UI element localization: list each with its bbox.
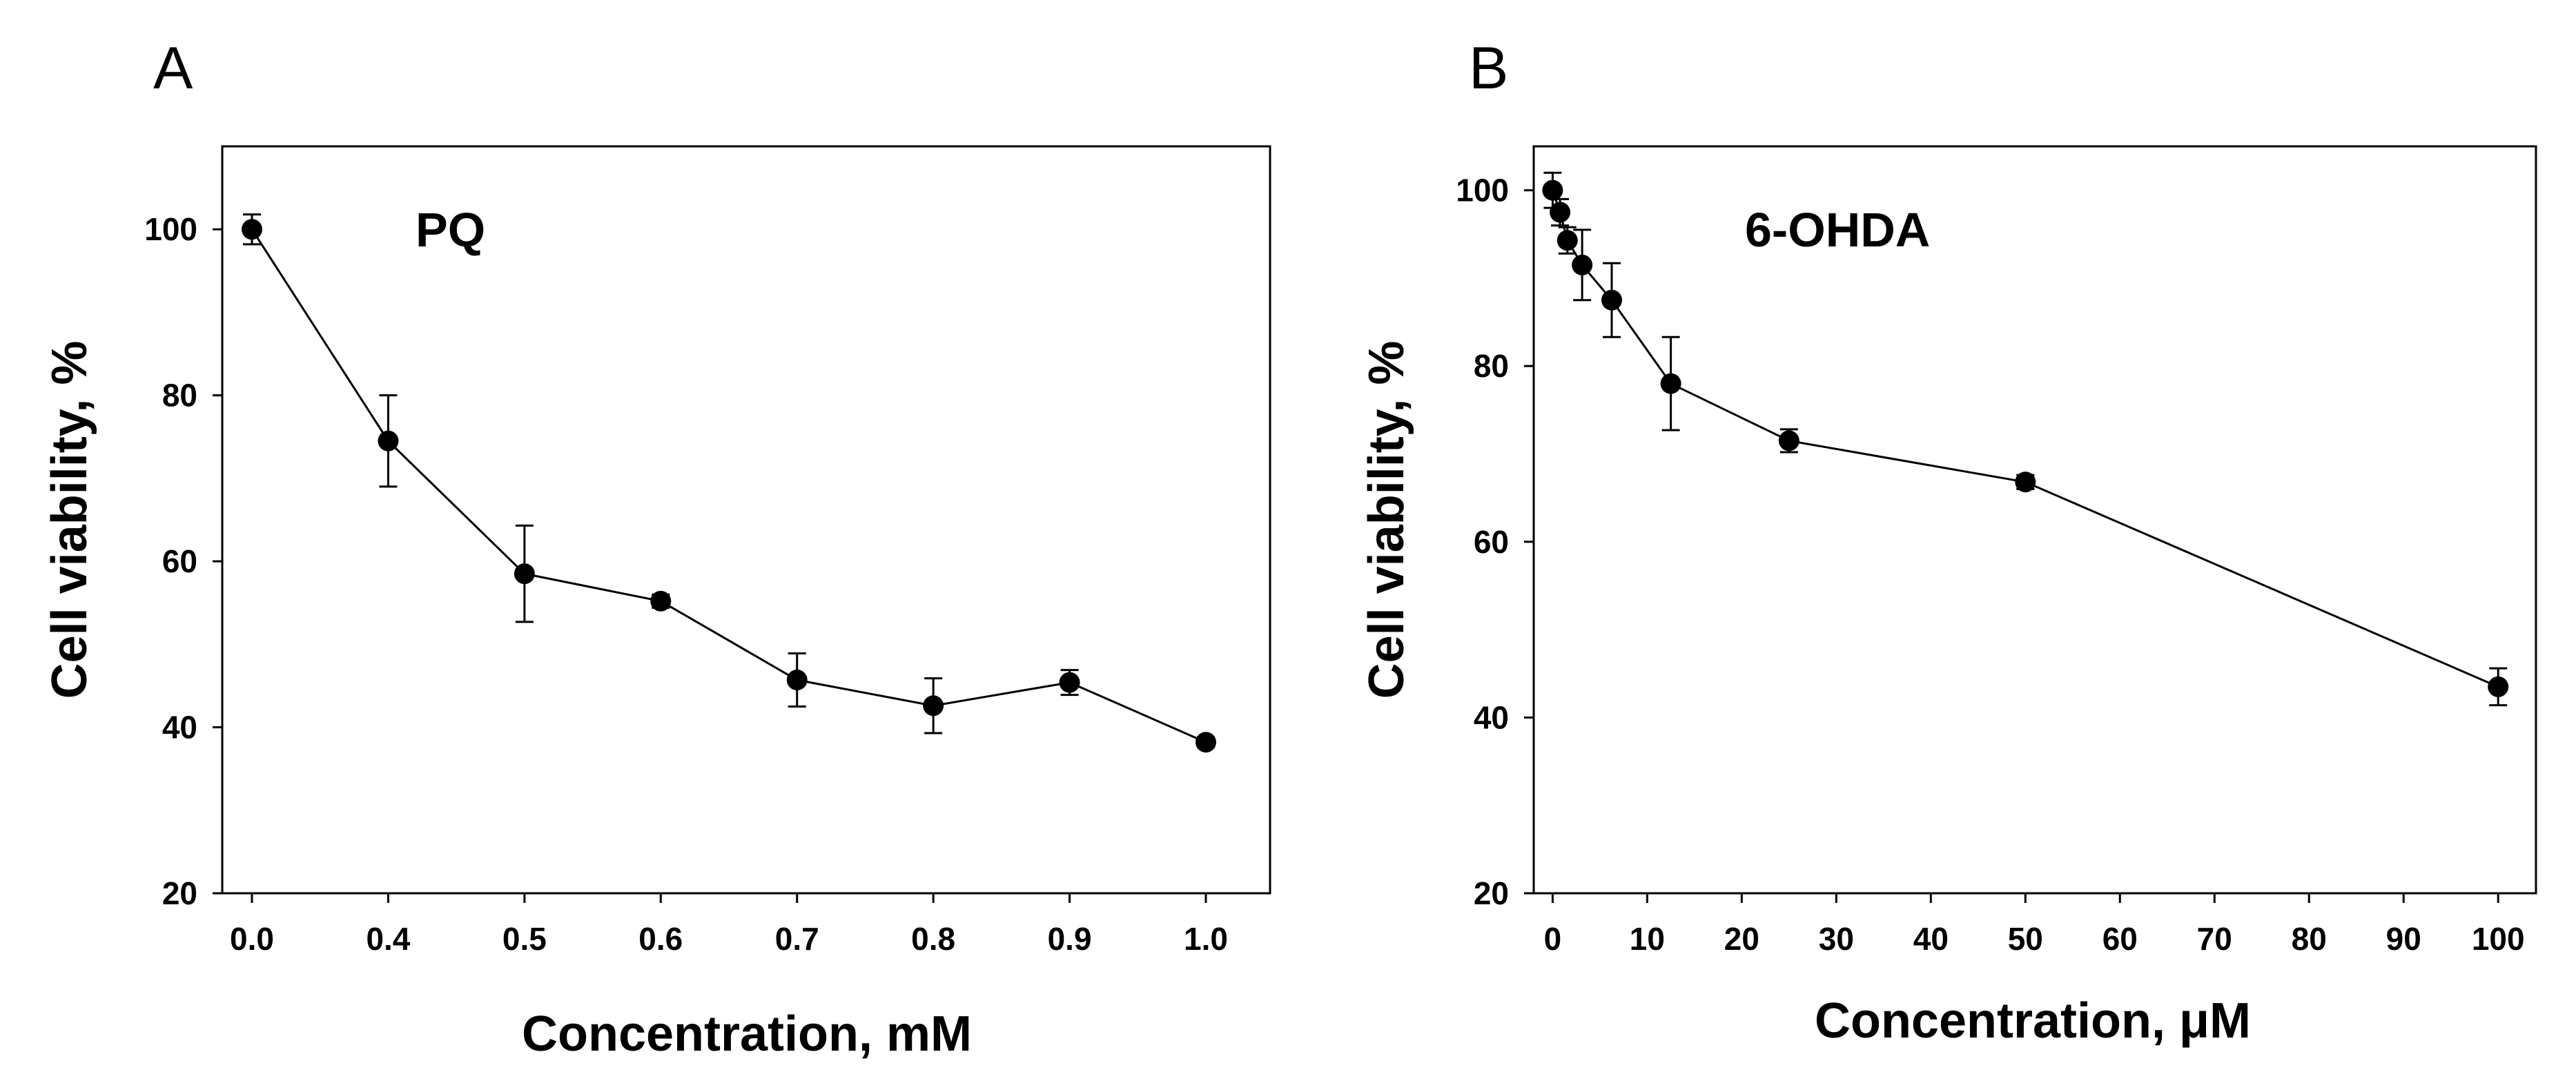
panel-a-data-point [378, 430, 399, 451]
panel-a-x-tick-label: 0.5 [502, 921, 547, 957]
panel-a-letter: A [153, 35, 193, 101]
panel-a-x-tick-label: 0.7 [775, 921, 819, 957]
panel-a-data-point [923, 695, 944, 717]
panel-b-data-point [1542, 179, 1563, 201]
panel-a-data-point [786, 670, 808, 691]
panel-a-annotation: PQ [416, 203, 485, 257]
panel-b-y-tick-label: 100 [1456, 173, 1509, 208]
panel-b-data-point [1572, 254, 1593, 275]
panel-a-x-tick-label: 1.0 [1184, 921, 1228, 957]
panel-b-data-point [1778, 430, 1799, 451]
panel-b-y-tick-label: 80 [1474, 348, 1509, 384]
panel-a-series-line [251, 228, 1207, 743]
panel-b-x-tick-label: 70 [2197, 921, 2232, 957]
panel-b-x-ticks: 0 10 20 30 40 50 60 70 80 90 100 [1544, 893, 2525, 957]
panel-b-x-tick-label: 80 [2292, 921, 2327, 957]
panel-b-x-axis-title: Concentration, μM [1815, 993, 2251, 1049]
panel-a-data-point [1196, 732, 1216, 753]
panel-a-data-point [1059, 672, 1080, 693]
panel-b-y-tick-label: 20 [1474, 875, 1509, 911]
panel-a-x-axis-title: Concentration, mM [522, 1006, 972, 1062]
panel-a-x-ticks: 0.0 0.4 0.5 0.6 0.7 0.8 0.9 1.0 [230, 893, 1228, 957]
panel-b-data-point [1557, 230, 1578, 251]
panel-b-x-tick-label: 60 [2102, 921, 2138, 957]
panel-b-plot-frame [1532, 145, 2537, 895]
panel-b-y-tick-label: 40 [1474, 699, 1509, 735]
panel-a-x-tick-label: 0.0 [230, 921, 274, 957]
panel-a-y-axis-title: Cell viability, % [42, 341, 97, 699]
panel-a-data-point [650, 590, 672, 612]
panel-b-y-tick-label: 60 [1474, 524, 1509, 560]
panel-b-data-point [1601, 289, 1623, 311]
panel-a-y-tick-label: 60 [162, 543, 197, 579]
panel-b-x-tick-label: 90 [2386, 921, 2421, 957]
panel-b-x-tick-label: 40 [1913, 921, 1949, 957]
panel-b-series-line [1551, 190, 2499, 688]
panel-b-data-point [1660, 373, 1681, 394]
panel-b-y-ticks: 20 40 60 80 100 [1456, 173, 1534, 911]
panel-b-x-tick-label: 30 [1819, 921, 1854, 957]
panel-b-data-point [2015, 471, 2036, 493]
panel-b-chart: B 6-OHDA Concentration, μM Cell viabilit… [1359, 35, 2537, 1049]
panel-b-x-tick-label: 0 [1544, 921, 1562, 957]
panel-a-x-tick-label: 0.4 [366, 921, 410, 957]
panel-b-x-tick-label: 10 [1630, 921, 1665, 957]
panel-a-y-tick-label: 40 [162, 710, 197, 746]
panel-a-x-tick-label: 0.9 [1048, 921, 1092, 957]
panel-a-y-tick-label: 100 [144, 211, 197, 247]
panel-b-y-axis-title: Cell viability, % [1359, 341, 1414, 699]
panel-b-letter: B [1469, 35, 1508, 101]
panel-b-annotation: 6-OHDA [1745, 203, 1930, 257]
panel-a-plot-frame [221, 145, 1271, 895]
panel-a-y-ticks: 20 40 60 80 100 [144, 211, 222, 911]
panel-b-data-point [2488, 676, 2509, 697]
panel-b-data-point [1550, 202, 1571, 223]
panel-a-y-tick-label: 80 [162, 378, 197, 413]
panel-b-x-tick-label: 50 [2008, 921, 2043, 957]
panel-b-x-tick-label: 20 [1724, 921, 1759, 957]
panel-b-series [1542, 171, 2509, 707]
panel-b-x-tick-label: 100 [2472, 921, 2525, 957]
panel-a-x-tick-label: 0.8 [911, 921, 955, 957]
panel-a-data-point [514, 563, 535, 585]
panel-a-data-point [242, 219, 262, 240]
panel-a-y-tick-label: 20 [162, 875, 197, 911]
panel-a-chart: A PQ Concentration, mM Cell viability, %… [42, 35, 1271, 1062]
panel-a-series [242, 213, 1216, 753]
panel-a-x-tick-label: 0.6 [638, 921, 683, 957]
